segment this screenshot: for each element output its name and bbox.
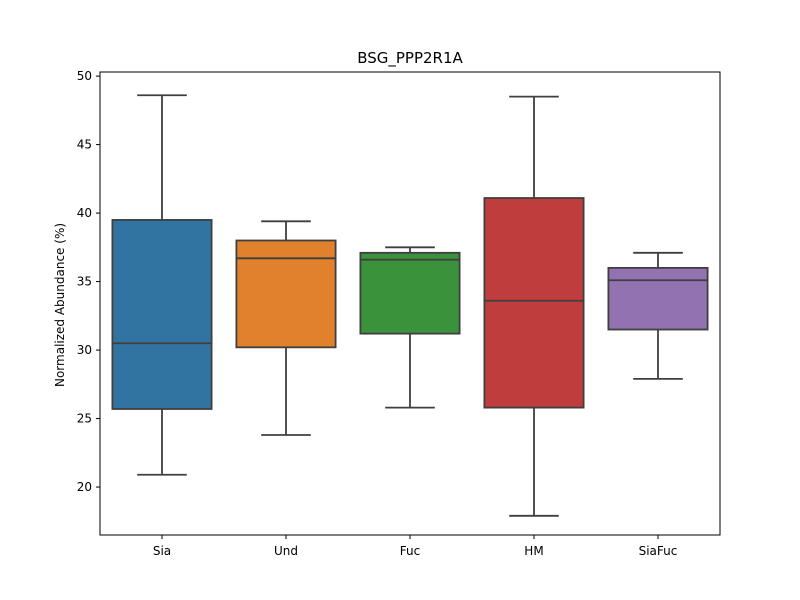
x-tick-label-siafuc: SiaFuc [639,544,678,558]
y-axis-label: Normalized Abundance (%) [53,223,67,387]
axes-frame [99,71,721,536]
y-tick-label-40: 40 [77,206,92,220]
y-tick-label-20: 20 [77,480,92,494]
box-hm [483,197,585,409]
plot-area: Sia Und Fuc HM SiaFuc 20 25 30 35 40 45 50 [77,69,721,558]
y-tick-label-30: 30 [77,343,92,357]
y-tick-label-35: 35 [77,275,92,289]
y-tick-label-45: 45 [77,138,92,152]
chart-title: BSG_PPP2R1A [357,49,463,68]
box-siafuc [607,266,709,331]
x-tick-label-sia: Sia [153,544,171,558]
box-und [235,239,337,349]
x-tick-label-hm: HM [524,544,543,558]
x-tick-label-fuc: Fuc [400,544,420,558]
box-sia [111,219,213,410]
y-tick-label-50: 50 [77,69,92,83]
y-tick-label-25: 25 [77,412,92,426]
box-fuc [359,251,461,335]
x-tick-label-und: Und [274,544,298,558]
